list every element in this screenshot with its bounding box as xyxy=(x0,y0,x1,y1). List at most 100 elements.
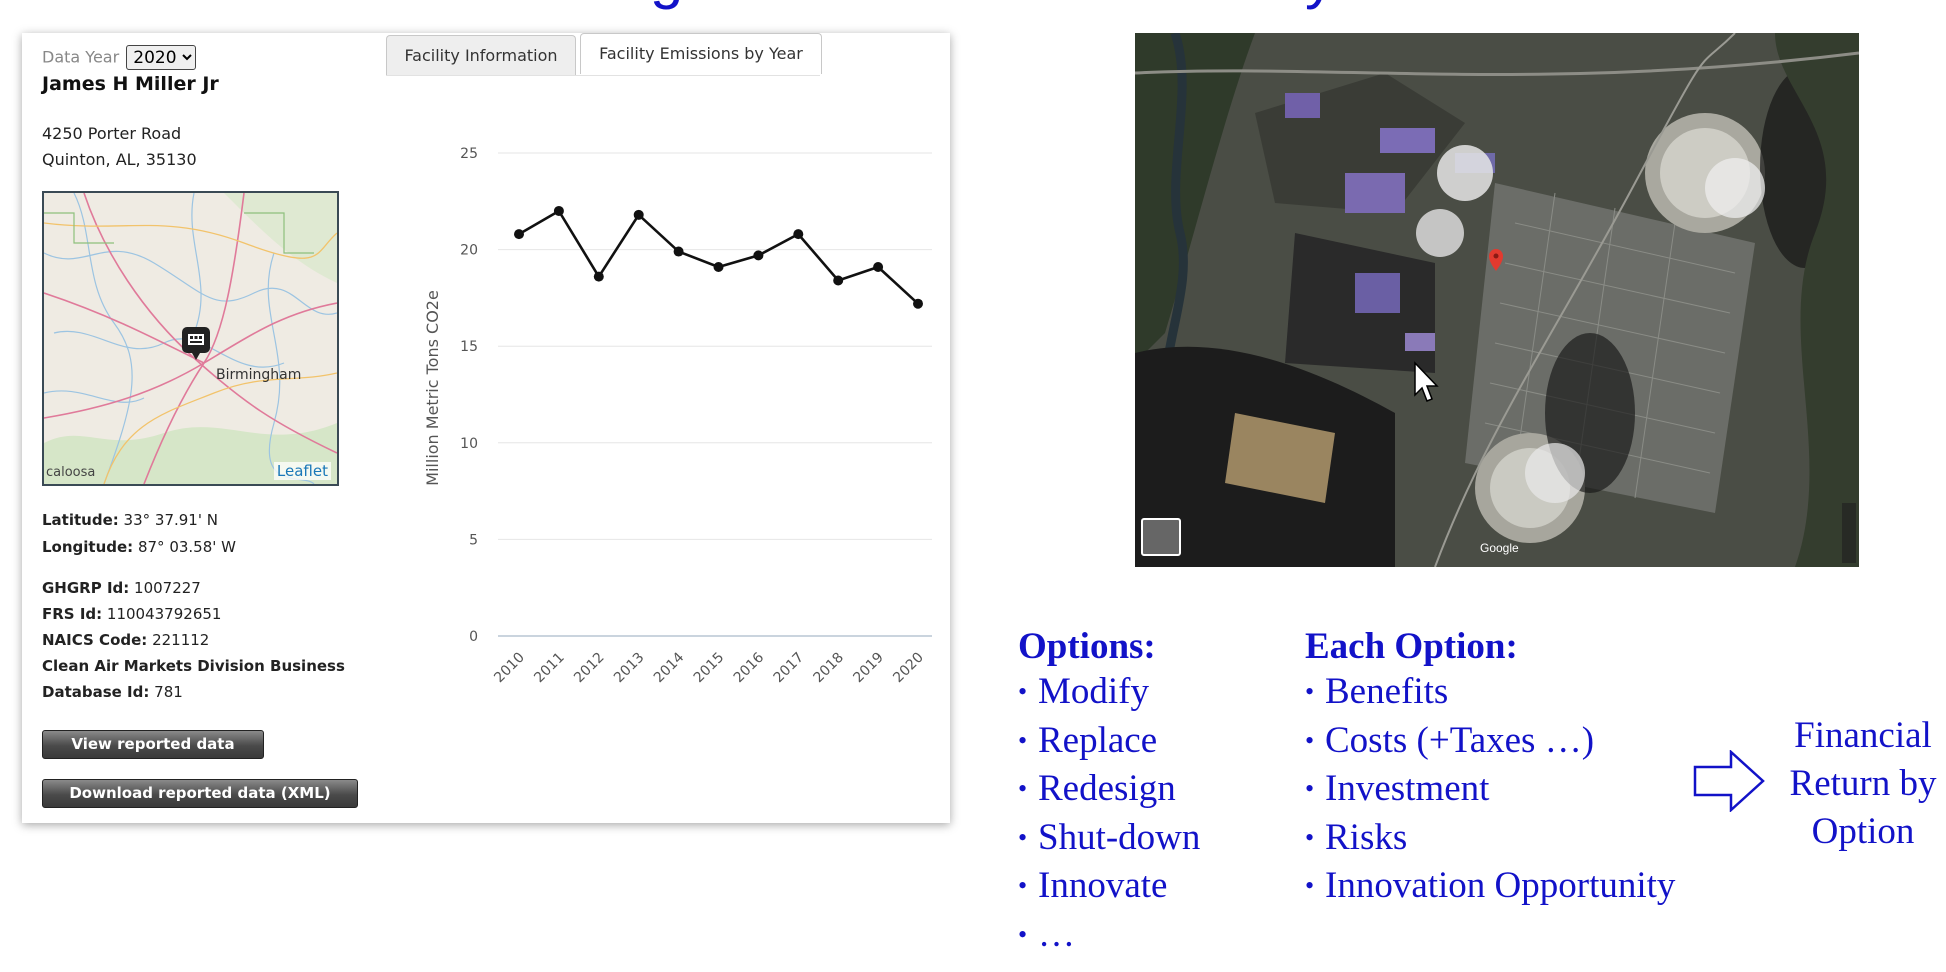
options-list: • Modify • Replace • Redesign • Shut-down • I… xyxy=(1018,668,1200,959)
bullet: • xyxy=(1018,871,1028,900)
data-point[interactable] xyxy=(713,261,724,272)
financial-return-text: Financial Return by Option xyxy=(1768,712,1946,856)
x-tick-label: 2012 xyxy=(571,650,608,687)
database-row: Database Id: 781 xyxy=(42,679,345,705)
chart-x-ticks: 2010 2011 2012 2013 2014 2015 2016 2017 2018 2019… xyxy=(491,649,927,686)
x-tick-label: 2017 xyxy=(771,650,808,687)
facility-ids: GHGRP Id: 1007227 FRS Id: 110043792651 N… xyxy=(42,575,345,705)
bullet: • xyxy=(1305,822,1315,852)
tab-facility-emissions-by-year[interactable]: Facility Emissions by Year xyxy=(580,33,822,74)
list-item: •… xyxy=(1018,911,1200,960)
google-attribution: Google xyxy=(1480,541,1519,555)
x-tick-label: 2018 xyxy=(811,650,848,687)
x-tick-label: 2015 xyxy=(691,650,728,687)
view-reported-data-button[interactable]: View reported data xyxy=(42,730,264,759)
list-item: • Modify xyxy=(1018,668,1200,717)
bullet: • xyxy=(1018,725,1028,755)
title-fragment-g: g xyxy=(650,0,683,11)
y-tick-label: 20 xyxy=(460,243,478,259)
download-xml-button[interactable]: Download reported data (XML) xyxy=(42,779,358,808)
data-point[interactable] xyxy=(514,229,524,240)
each-option-list: • Benefits • Costs (+Taxes …) • Investment … xyxy=(1305,668,1675,911)
facility-address: 4250 Porter Road Quinton, AL, 35130 xyxy=(42,121,197,173)
camd-row: Clean Air Markets Division Business xyxy=(42,653,345,679)
tab-facility-information[interactable]: Facility Information xyxy=(386,35,576,76)
factor-risks: Risks xyxy=(1325,816,1408,858)
bullet: • xyxy=(1018,774,1028,803)
ghgrp-row: GHGRP Id: 1007227 xyxy=(42,575,345,601)
bullet: • xyxy=(1018,919,1028,949)
y-tick-label: 5 xyxy=(469,532,478,548)
y-tick-label: 15 xyxy=(460,339,478,355)
database-label: Database Id: xyxy=(42,683,150,701)
tab-divider xyxy=(386,75,820,76)
layers-toggle-button[interactable] xyxy=(1141,518,1181,556)
frs-label: FRS Id: xyxy=(42,605,103,623)
data-point[interactable] xyxy=(593,271,604,282)
y-tick-label: 25 xyxy=(460,146,478,162)
factor-benefits: Benefits xyxy=(1325,671,1449,712)
data-point[interactable] xyxy=(793,229,804,240)
data-point[interactable] xyxy=(873,261,884,272)
bullet: • xyxy=(1305,677,1315,706)
options-column: Options: • Modify • Replace • Redesign • Shu… xyxy=(1018,625,1200,959)
option-ellipsis: … xyxy=(1038,913,1075,955)
data-point[interactable] xyxy=(673,246,684,257)
list-item: • Innovate xyxy=(1018,862,1200,911)
latitude-label: Latitude: xyxy=(42,511,119,529)
bullet: • xyxy=(1305,774,1315,803)
naics-value: 221112 xyxy=(152,631,210,649)
option-shut-down: Shut-down xyxy=(1038,816,1201,858)
data-year-row: Data Year 2020 xyxy=(42,45,197,70)
data-point[interactable] xyxy=(833,275,844,286)
address-line-2: Quinton, AL, 35130 xyxy=(42,150,197,169)
data-year-select[interactable]: 2020 xyxy=(126,45,197,70)
facility-name: James H Miller Jr xyxy=(42,73,219,95)
latitude-row: Latitude: 33° 37.91' N xyxy=(42,507,236,534)
emissions-series-points xyxy=(514,205,923,309)
facility-card: Data Year 2020 James H Miller Jr 4250 Po… xyxy=(22,33,950,823)
satellite-imagery xyxy=(1135,33,1859,567)
ghgrp-value: 1007227 xyxy=(134,579,201,597)
chart-y-axis-label: Million Metric Tons CO2e xyxy=(423,290,442,486)
data-point[interactable] xyxy=(553,205,564,216)
aerial-satellite-map[interactable]: Google xyxy=(1135,33,1859,567)
bullet: • xyxy=(1305,725,1315,755)
ghgrp-label: GHGRP Id: xyxy=(42,579,130,597)
bullet: • xyxy=(1305,871,1315,900)
x-tick-label: 2010 xyxy=(491,650,528,687)
x-tick-label: 2011 xyxy=(531,650,568,687)
data-point[interactable] xyxy=(913,298,923,309)
slide-title-fragment: g y xyxy=(590,0,1390,12)
camd-label: Clean Air Markets Division Business xyxy=(42,657,345,675)
database-value: 781 xyxy=(154,683,183,701)
chart-gridlines xyxy=(498,152,932,637)
bullet: • xyxy=(1018,677,1028,706)
map-partial-label: caloosa xyxy=(46,465,96,480)
naics-row: NAICS Code: 221112 xyxy=(42,627,345,653)
data-point[interactable] xyxy=(753,250,764,261)
longitude-row: Longitude: 87° 03.58' W xyxy=(42,534,236,561)
coordinates: Latitude: 33° 37.91' N Longitude: 87° 03… xyxy=(42,507,236,561)
factor-costs: Costs (+Taxes …) xyxy=(1325,719,1595,761)
list-item: • Risks xyxy=(1305,814,1675,863)
x-tick-label: 2020 xyxy=(890,650,927,687)
financial-line-2: Return by xyxy=(1789,763,1937,804)
leaflet-credit-link[interactable]: Leaflet xyxy=(273,462,331,480)
location-mini-map[interactable]: Birmingham caloosa Leaflet xyxy=(42,191,339,486)
financial-line-1: Financial xyxy=(1794,715,1932,756)
bullet: • xyxy=(1018,822,1028,852)
list-item: • Shut-down xyxy=(1018,814,1200,863)
map-tiles xyxy=(44,193,337,484)
list-item: • Investment xyxy=(1305,765,1675,814)
list-item: • Benefits xyxy=(1305,668,1675,717)
data-point[interactable] xyxy=(633,209,644,220)
option-modify: Modify xyxy=(1038,671,1149,712)
title-fragment-y: y xyxy=(1305,0,1335,11)
each-option-heading: Each Option: xyxy=(1305,626,1518,667)
option-replace: Replace xyxy=(1038,719,1158,761)
x-tick-label: 2014 xyxy=(651,649,688,686)
financial-line-3: Option xyxy=(1811,811,1915,852)
list-item: • Innovation Opportunity xyxy=(1305,862,1675,911)
